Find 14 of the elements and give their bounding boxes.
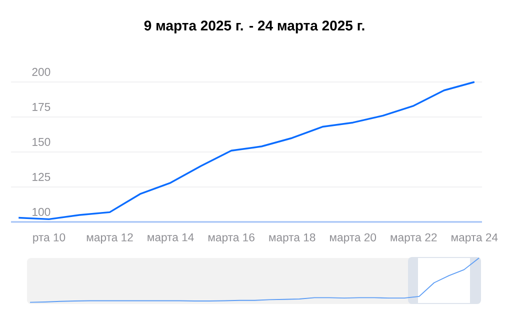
x-tick-label: рта 10 <box>33 233 66 244</box>
x-tick-label: марта 20 <box>330 233 376 244</box>
x-tick-label: марта 22 <box>390 233 437 244</box>
x-tick-label: марта 18 <box>269 233 316 244</box>
y-tick-label: 150 <box>32 138 50 146</box>
x-tick-label: марта 12 <box>86 233 133 244</box>
x-tick-label: марта 16 <box>208 233 254 244</box>
chart-title: 9 марта 2025 г. - 24 марта 2025 г. <box>144 20 364 34</box>
x-tick-label: марта 24 <box>452 233 498 244</box>
y-tick-label: 175 <box>32 103 50 111</box>
y-tick-label: 100 <box>32 208 50 216</box>
y-tick-label: 125 <box>32 172 50 181</box>
x-tick-label: марта 14 <box>148 233 194 244</box>
y-tick-label: 200 <box>32 68 50 76</box>
